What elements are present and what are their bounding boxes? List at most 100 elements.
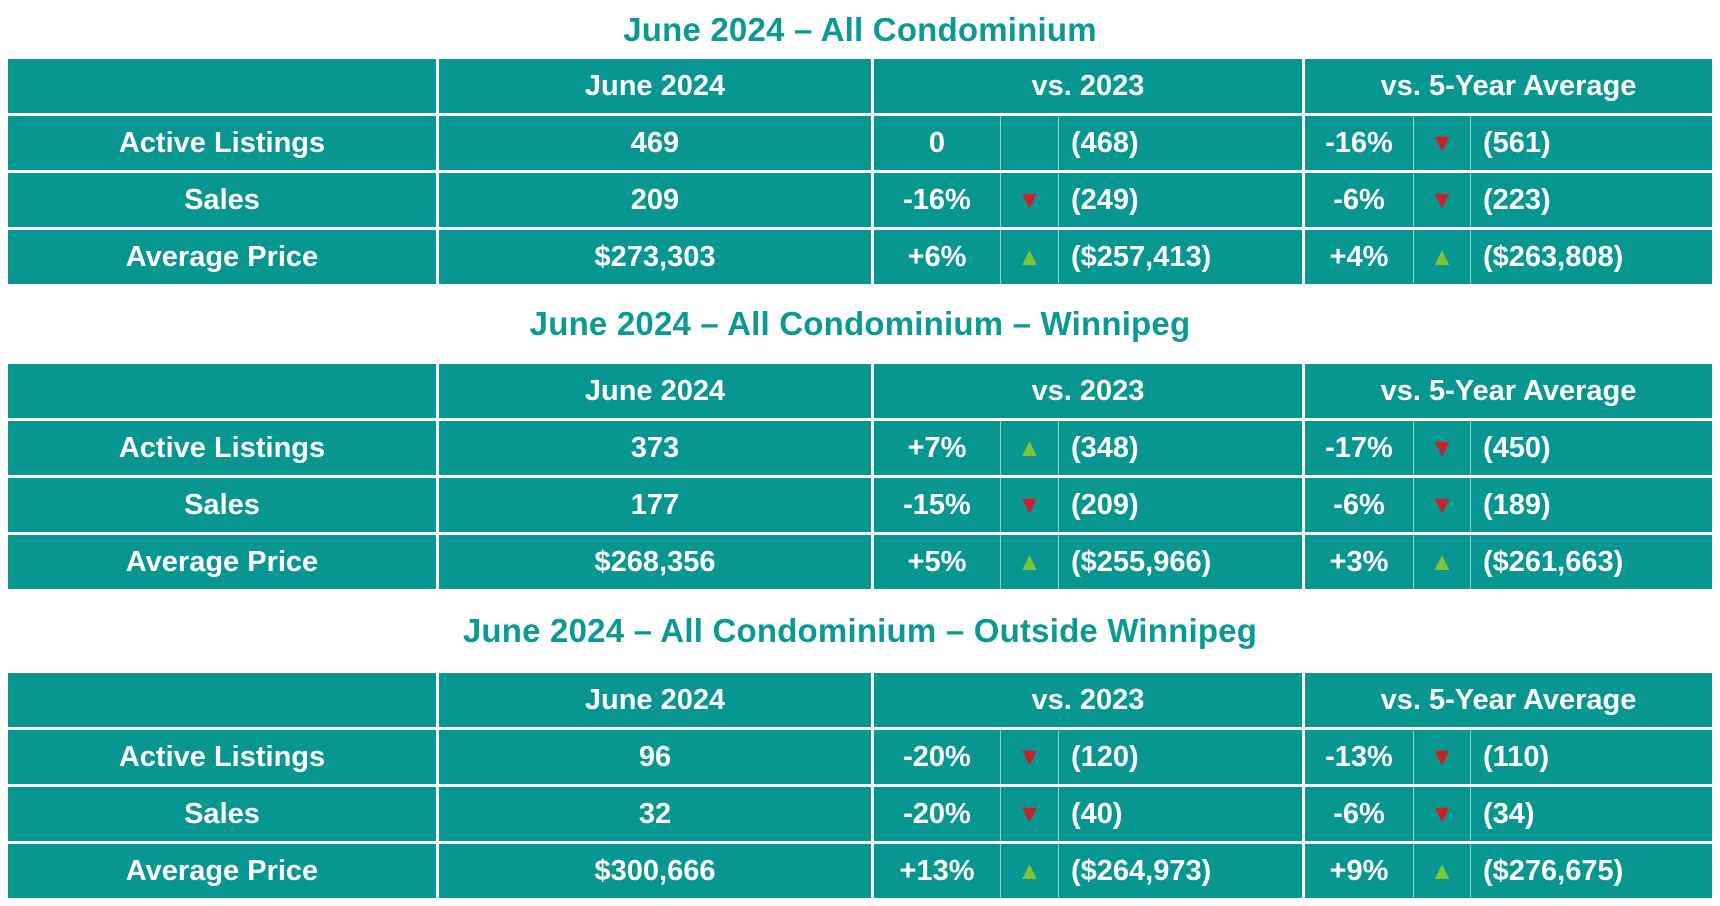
trend-down-icon: ▼: [1017, 490, 1042, 519]
trend-icon-cell: ▼: [1413, 421, 1470, 475]
trend-icon-cell: ▼: [1000, 478, 1058, 532]
reference-value-cell: (249): [1058, 173, 1302, 227]
reference-value-cell: ($264,973): [1058, 844, 1302, 898]
row-label-cell: Active Listings: [8, 421, 436, 475]
stats-table: June 2024 vs. 2023 vs. 5-Year Average Activ…: [8, 59, 1712, 284]
trend-down-icon: ▼: [1429, 128, 1455, 157]
trend-icon-cell: ▼: [1000, 787, 1058, 841]
column-header-vs-5yr: vs. 5-Year Average: [1302, 364, 1712, 418]
column-header-vs-2023: vs. 2023: [871, 59, 1302, 113]
current-value-cell: 32: [436, 787, 871, 841]
report-title: June 2024 – All Condominium: [623, 10, 1097, 48]
pct-change-cell: +5%: [871, 535, 1000, 589]
report-title: June 2024 – All Condominium – Outside Wi…: [462, 612, 1258, 649]
current-value-cell: 469: [436, 116, 871, 170]
pct-change-cell: -16%: [871, 173, 1000, 227]
current-value-cell: 373: [436, 421, 871, 475]
trend-icon-cell: ▲: [1000, 844, 1058, 898]
trend-icon-cell: ▲: [1000, 535, 1058, 589]
trend-up-icon: ▲: [1017, 856, 1042, 885]
reference-value-cell: (468): [1058, 116, 1302, 170]
trend-up-icon: ▲: [1429, 242, 1455, 271]
reference-value-cell: ($257,413): [1058, 230, 1302, 284]
trend-up-icon: ▲: [1017, 242, 1042, 271]
trend-icon-cell: ▲: [1413, 535, 1470, 589]
reference-value-cell: ($263,808): [1470, 230, 1712, 284]
trend-down-icon: ▼: [1017, 185, 1042, 214]
pct-change-cell: +4%: [1302, 230, 1413, 284]
reference-value-cell: ($255,966): [1058, 535, 1302, 589]
reference-value-cell: (561): [1470, 116, 1712, 170]
row-label-cell: Sales: [8, 478, 436, 532]
column-header-vs-5yr: vs. 5-Year Average: [1302, 59, 1712, 113]
row-label-cell: Average Price: [8, 535, 436, 589]
column-header-vs-2023: vs. 2023: [871, 364, 1302, 418]
current-value-cell: $300,666: [436, 844, 871, 898]
column-header-june: June 2024: [436, 364, 871, 418]
current-value-cell: $273,303: [436, 230, 871, 284]
reference-value-cell: (189): [1470, 478, 1712, 532]
trend-icon-cell: ▼: [1000, 173, 1058, 227]
pct-change-cell: -13%: [1302, 730, 1413, 784]
trend-icon-cell: ▲: [1000, 421, 1058, 475]
column-header-vs-5yr: vs. 5-Year Average: [1302, 673, 1712, 727]
pct-change-cell: -20%: [871, 730, 1000, 784]
pct-change-cell: -20%: [871, 787, 1000, 841]
reference-value-cell: (450): [1470, 421, 1712, 475]
pct-change-cell: -6%: [1302, 787, 1413, 841]
trend-icon-cell: ▼: [1413, 787, 1470, 841]
reference-value-cell: (110): [1470, 730, 1712, 784]
row-label-cell: Sales: [8, 787, 436, 841]
trend-icon-cell: [1000, 116, 1058, 170]
row-label-cell: Active Listings: [8, 730, 436, 784]
trend-down-icon: ▼: [1429, 490, 1455, 519]
trend-icon-cell: ▼: [1413, 173, 1470, 227]
stats-table: June 2024 vs. 2023 vs. 5-Year Average Activ…: [8, 364, 1712, 589]
current-value-cell: $268,356: [436, 535, 871, 589]
stats-table: June 2024 vs. 2023 vs. 5-Year Average Activ…: [8, 673, 1712, 898]
corner-cell: [8, 364, 436, 418]
trend-icon-cell: ▼: [1413, 478, 1470, 532]
trend-icon-cell: ▲: [1413, 230, 1470, 284]
corner-cell: [8, 673, 436, 727]
current-value-cell: 96: [436, 730, 871, 784]
pct-change-cell: +3%: [1302, 535, 1413, 589]
trend-up-icon: ▲: [1017, 547, 1042, 576]
column-header-june: June 2024: [436, 673, 871, 727]
trend-icon-cell: ▼: [1413, 730, 1470, 784]
pct-change-cell: +7%: [871, 421, 1000, 475]
trend-up-icon: ▲: [1429, 547, 1455, 576]
trend-down-icon: ▼: [1429, 742, 1455, 771]
pct-change-cell: +6%: [871, 230, 1000, 284]
trend-icon-cell: ▲: [1413, 844, 1470, 898]
corner-cell: [8, 59, 436, 113]
pct-change-cell: 0: [871, 116, 1000, 170]
trend-up-icon: ▲: [1429, 856, 1455, 885]
reference-value-cell: (223): [1470, 173, 1712, 227]
trend-down-icon: ▼: [1017, 799, 1042, 828]
trend-icon-cell: ▲: [1000, 230, 1058, 284]
pct-change-cell: -6%: [1302, 173, 1413, 227]
reference-value-cell: (348): [1058, 421, 1302, 475]
report-title: June 2024 – All Condominium – Winnipeg: [529, 305, 1191, 342]
trend-down-icon: ▼: [1429, 433, 1455, 462]
reference-value-cell: (120): [1058, 730, 1302, 784]
pct-change-cell: -16%: [1302, 116, 1413, 170]
reference-value-cell: ($261,663): [1470, 535, 1712, 589]
pct-change-cell: +9%: [1302, 844, 1413, 898]
column-header-june: June 2024: [436, 59, 871, 113]
reference-value-cell: (209): [1058, 478, 1302, 532]
reference-value-cell: (34): [1470, 787, 1712, 841]
row-label-cell: Sales: [8, 173, 436, 227]
trend-up-icon: ▲: [1017, 433, 1042, 462]
reference-value-cell: (40): [1058, 787, 1302, 841]
pct-change-cell: -15%: [871, 478, 1000, 532]
trend-down-icon: ▼: [1429, 185, 1455, 214]
column-header-vs-2023: vs. 2023: [871, 673, 1302, 727]
current-value-cell: 209: [436, 173, 871, 227]
trend-down-icon: ▼: [1017, 742, 1042, 771]
row-label-cell: Average Price: [8, 844, 436, 898]
pct-change-cell: -6%: [1302, 478, 1413, 532]
trend-icon-cell: ▼: [1413, 116, 1470, 170]
